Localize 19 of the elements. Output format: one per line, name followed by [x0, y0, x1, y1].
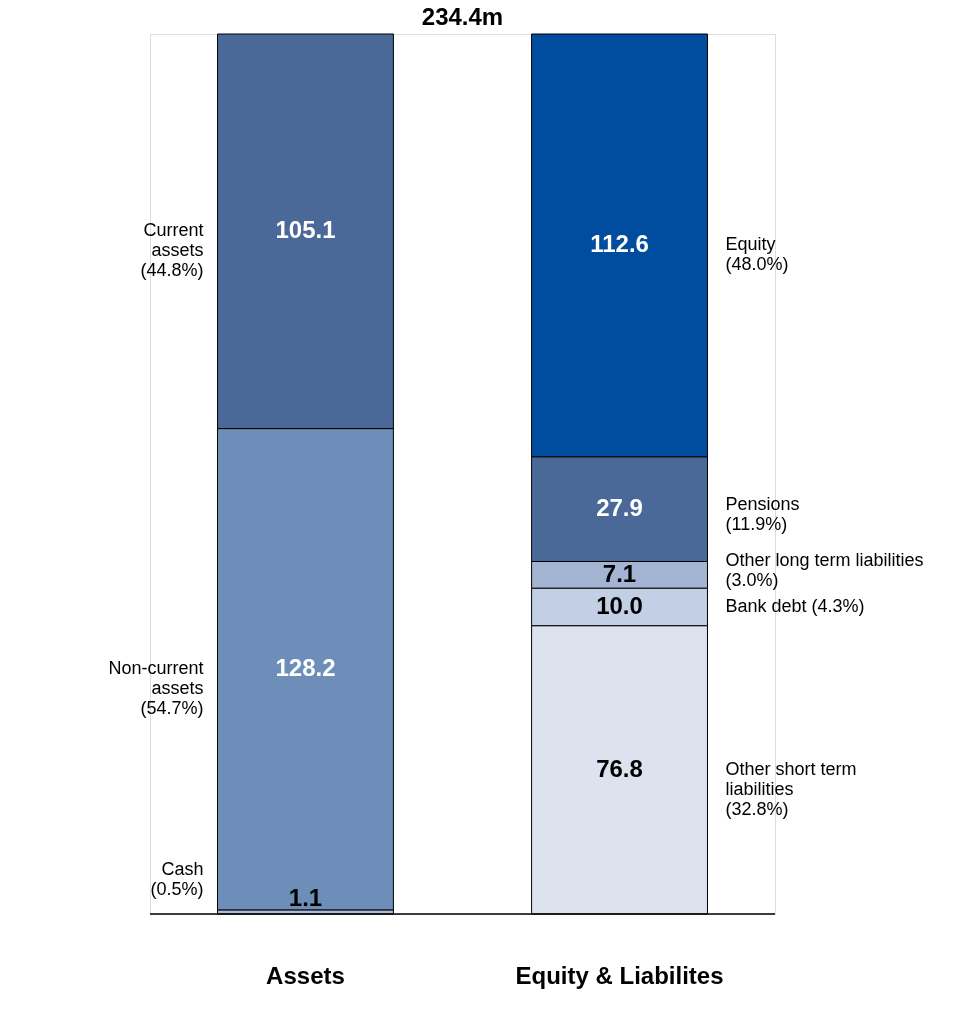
data-label: 105.1: [275, 216, 336, 244]
series-label: Pensions (11.9%): [725, 493, 800, 534]
x-tick-label: Equity & Liabilites: [515, 961, 724, 989]
data-label: 1.1: [288, 884, 323, 911]
series-label: Bank debt (4.3%): [725, 595, 865, 616]
data-label: 112.6: [590, 230, 649, 258]
series-label: Current assets (44.8%): [140, 220, 204, 281]
series-label: Other long term liabilities (3.0%): [725, 549, 924, 590]
data-label: 27.9: [596, 494, 643, 522]
series-label: Other short term liabilities (32.8%): [725, 758, 857, 819]
series-label: Equity (48.0%): [725, 234, 789, 275]
chart-title: 234.4m: [421, 2, 504, 30]
data-label: 10.0: [596, 591, 643, 619]
data-label: 76.8: [596, 754, 643, 782]
data-label: 128.2: [275, 654, 336, 682]
series-label: Non-current assets (54.7%): [108, 658, 204, 719]
series-label: Cash (0.5%): [150, 859, 204, 899]
x-tick-label: Assets: [266, 961, 345, 989]
data-label: 7.1: [602, 559, 637, 587]
